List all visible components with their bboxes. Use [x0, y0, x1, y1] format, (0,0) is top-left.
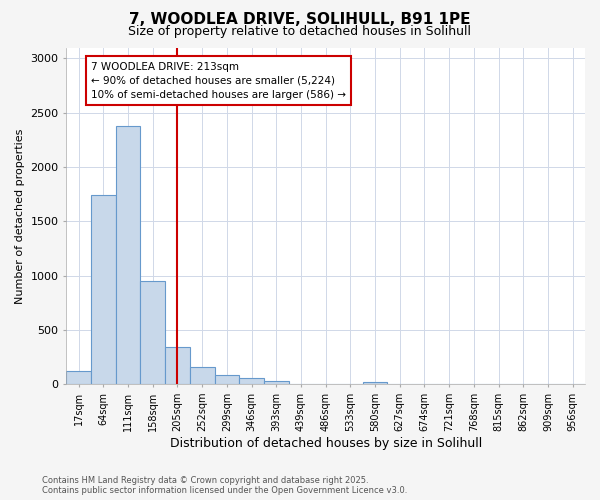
X-axis label: Distribution of detached houses by size in Solihull: Distribution of detached houses by size …: [170, 437, 482, 450]
Bar: [215, 374, 239, 384]
Bar: [363, 382, 388, 384]
Text: Size of property relative to detached houses in Solihull: Size of property relative to detached ho…: [128, 25, 472, 38]
Bar: [116, 126, 140, 384]
Bar: [140, 281, 165, 384]
Bar: [165, 348, 190, 385]
Text: 7 WOODLEA DRIVE: 213sqm
← 90% of detached houses are smaller (5,224)
10% of semi: 7 WOODLEA DRIVE: 213sqm ← 90% of detache…: [91, 62, 346, 100]
Bar: [67, 372, 91, 384]
Text: 7, WOODLEA DRIVE, SOLIHULL, B91 1PE: 7, WOODLEA DRIVE, SOLIHULL, B91 1PE: [129, 12, 471, 28]
Bar: [239, 378, 264, 384]
Text: Contains HM Land Registry data © Crown copyright and database right 2025.
Contai: Contains HM Land Registry data © Crown c…: [42, 476, 407, 495]
Y-axis label: Number of detached properties: Number of detached properties: [15, 128, 25, 304]
Bar: [190, 368, 215, 384]
Bar: [264, 381, 289, 384]
Bar: [91, 196, 116, 384]
